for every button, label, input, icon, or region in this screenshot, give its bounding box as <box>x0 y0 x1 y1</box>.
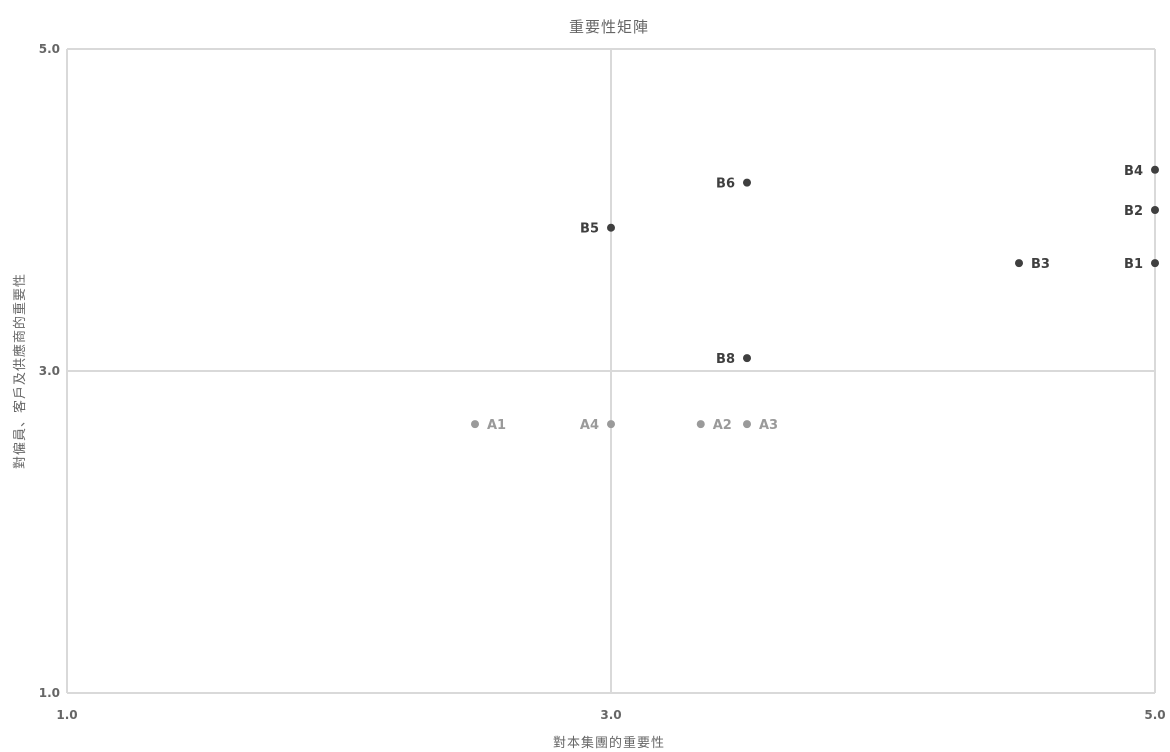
chart-title: 重要性矩陣 <box>569 18 649 36</box>
y-tick-label-5.0: 5.0 <box>39 42 60 56</box>
axes <box>66 49 1155 694</box>
point-label-A3: A3 <box>759 418 778 433</box>
point-label-B1: B1 <box>1124 257 1143 272</box>
point-label-A4: A4 <box>580 418 599 433</box>
grid-lines <box>67 48 1156 693</box>
point-B1 <box>1151 259 1159 268</box>
point-label-A1: A1 <box>487 418 506 433</box>
x-axis-label: 對本集團的重要性 <box>553 735 665 751</box>
tick-labels: 1.0 3.0 5.0 1.0 3.0 5.0 <box>39 42 1166 722</box>
x-tick-label-5.0: 5.0 <box>1144 708 1165 722</box>
point-A4 <box>607 420 615 429</box>
point-B3 <box>1015 259 1023 268</box>
point-B2 <box>1151 206 1159 214</box>
point-B8 <box>743 354 751 363</box>
y-tick-label-3.0: 3.0 <box>39 364 60 378</box>
y-axis-label: 對僱員、客戶及供應商的重要性 <box>12 273 28 469</box>
point-label-B6: B6 <box>716 177 735 192</box>
point-label-B5: B5 <box>580 222 599 237</box>
point-B6 <box>743 178 751 187</box>
y-tick-label-1.0: 1.0 <box>39 686 60 700</box>
point-label-A2: A2 <box>713 418 732 433</box>
point-B4 <box>1151 165 1159 174</box>
x-tick-label-3.0: 3.0 <box>600 708 621 722</box>
point-label-B8: B8 <box>716 352 735 367</box>
point-label-B2: B2 <box>1124 204 1143 219</box>
point-B5 <box>607 223 615 232</box>
point-A3 <box>743 420 751 429</box>
point-A2 <box>696 420 705 429</box>
point-label-B4: B4 <box>1124 164 1143 179</box>
x-tick-label-1.0: 1.0 <box>56 708 77 722</box>
point-label-B3: B3 <box>1031 257 1050 272</box>
point-A1 <box>471 420 479 429</box>
data-points: A1 A4 A2 A3 B8 B5 B6 B3 B1 B2 B4 <box>471 164 1159 433</box>
